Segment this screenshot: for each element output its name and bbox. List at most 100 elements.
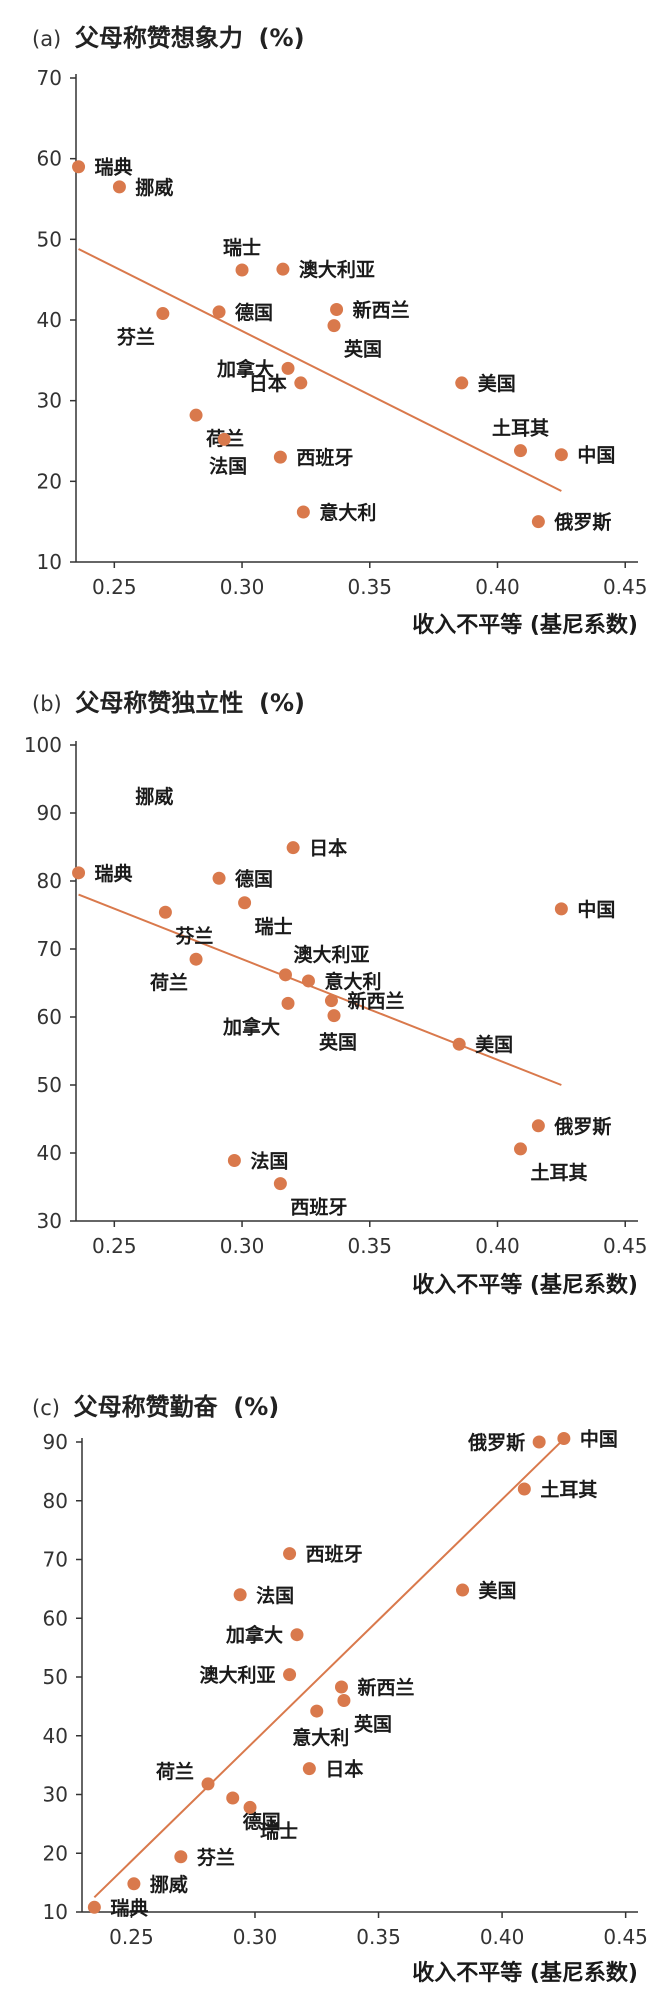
x-tick-label: 0.30 (220, 575, 265, 599)
data-point (217, 432, 231, 446)
y-tick-label: 70 (37, 66, 62, 90)
point-label: 美国 (478, 372, 516, 395)
point-label: 日本 (325, 1758, 363, 1781)
data-point (276, 262, 290, 276)
point-label: 芬兰 (196, 1846, 235, 1869)
point-label: 法国 (209, 454, 247, 477)
point-label: 法国 (250, 1149, 288, 1172)
data-point (554, 448, 568, 462)
panel-a: (a) 父母称赞想象力 (%) 10 20 30 40 50 60 70 0.25 0.30 0.… (0, 0, 670, 660)
point-label: 新西兰 (347, 990, 404, 1013)
panel-a-unit: (%) (258, 24, 305, 52)
data-point (72, 160, 86, 174)
point-label: 法国 (256, 1584, 294, 1607)
panel-a-title-text: 父母称赞想象力 (74, 24, 243, 52)
data-point (87, 1900, 101, 1914)
point-label: 新西兰 (353, 299, 410, 322)
data-point (452, 1037, 466, 1051)
point-label: 瑞典 (95, 156, 133, 179)
panel-b-plot: 30 40 50 60 70 80 90 100 0.25 0.30 0.35 0.40 0.45 收入不… (24, 733, 648, 1298)
point-label: 土耳其 (530, 1162, 587, 1184)
point-label: 澳大利亚 (200, 1664, 276, 1687)
trend-line (78, 248, 562, 492)
panel-b-unit: (%) (259, 689, 305, 717)
point-label: 瑞士 (223, 236, 261, 259)
data-point (301, 974, 315, 988)
data-point (513, 444, 527, 458)
data-point (554, 902, 568, 916)
y-tick-label: 60 (37, 147, 62, 171)
data-point (189, 408, 203, 422)
point-label: 瑞士 (255, 915, 293, 938)
point-label: 荷兰 (150, 971, 188, 994)
data-point (226, 1791, 240, 1805)
x-tick-label: 0.30 (220, 1234, 265, 1258)
x-tick-label: 0.25 (92, 1234, 137, 1258)
y-tick-label: 90 (37, 801, 62, 825)
panel-a-title: (a) 父母称赞想象力 (%) (32, 18, 305, 53)
x-tick-label: 0.30 (233, 1925, 278, 1949)
point-label: 芬兰 (174, 924, 213, 947)
data-point (201, 1777, 215, 1791)
point-label: 土耳其 (492, 418, 549, 440)
point-label: 加拿大 (216, 357, 274, 380)
point-label: 日本 (309, 837, 347, 860)
data-point (557, 1431, 571, 1445)
point-label: 英国 (319, 1031, 357, 1054)
point-label: 西班牙 (290, 1196, 347, 1219)
y-tick-label: 70 (37, 937, 62, 961)
data-point (127, 1877, 141, 1891)
data-point (330, 303, 344, 317)
point-label: 荷兰 (156, 1760, 194, 1783)
panel-c-plot: 10 20 30 40 50 60 70 80 90 0.25 0.30 0.35 0.40 0.45 收入… (43, 1427, 648, 1986)
point-label: 挪威 (135, 176, 173, 199)
point-label: 中国 (580, 1427, 618, 1450)
data-point (310, 1704, 324, 1718)
x-axis-title: 收入不平等 (基尼系数) (412, 612, 638, 638)
data-point (212, 305, 226, 319)
data-point (72, 866, 86, 880)
trend-line (93, 1438, 565, 1899)
y-tick-label: 30 (37, 1209, 62, 1233)
y-tick-label: 30 (37, 389, 62, 413)
data-point (296, 505, 310, 519)
point-label: 挪威 (150, 1873, 188, 1896)
point-label: 意大利 (324, 970, 381, 993)
point-label: 西班牙 (296, 446, 353, 469)
point-label: 芬兰 (116, 326, 155, 349)
data-point (327, 1009, 341, 1023)
data-point (531, 1119, 545, 1133)
data-point (189, 952, 203, 966)
point-label: 加拿大 (225, 1624, 283, 1647)
data-point (281, 361, 295, 375)
point-label: 新西兰 (357, 1676, 414, 1699)
data-point (112, 180, 126, 194)
data-point (456, 1583, 470, 1597)
y-tick-label: 90 (43, 1430, 68, 1454)
y-tick-label: 50 (43, 1665, 68, 1689)
x-tick-label: 0.25 (92, 575, 137, 599)
x-tick-label: 0.45 (603, 1234, 648, 1258)
point-label: 瑞典 (95, 862, 133, 885)
x-tick-label: 0.35 (356, 1925, 401, 1949)
panel-b: (b) 父母称赞独立性 (%) 30 40 50 60 70 80 90 100 0.25 0.3… (0, 665, 670, 1325)
point-label: 土耳其 (540, 1479, 597, 1501)
panel-a-plot: 10 20 30 40 50 60 70 0.25 0.30 0.35 0.40 0.45 收入不平等 … (37, 66, 648, 638)
point-label: 俄罗斯 (553, 1115, 611, 1138)
y-tick-label: 10 (37, 550, 62, 574)
point-label: 德国 (235, 301, 273, 324)
trend-line (78, 893, 562, 1086)
point-label: 德国 (235, 867, 273, 890)
data-point (233, 1588, 247, 1602)
data-point (532, 1435, 546, 1449)
y-tick-label: 10 (43, 1900, 68, 1924)
data-point (513, 1142, 527, 1156)
y-tick-label: 50 (37, 1073, 62, 1097)
point-label: 中国 (577, 444, 615, 467)
y-tick-label: 30 (43, 1783, 68, 1807)
point-label: 澳大利亚 (293, 943, 369, 966)
point-label: 澳大利亚 (299, 258, 375, 281)
data-point (302, 1762, 316, 1776)
data-point (283, 1547, 297, 1561)
point-label: 瑞典 (110, 1896, 148, 1919)
